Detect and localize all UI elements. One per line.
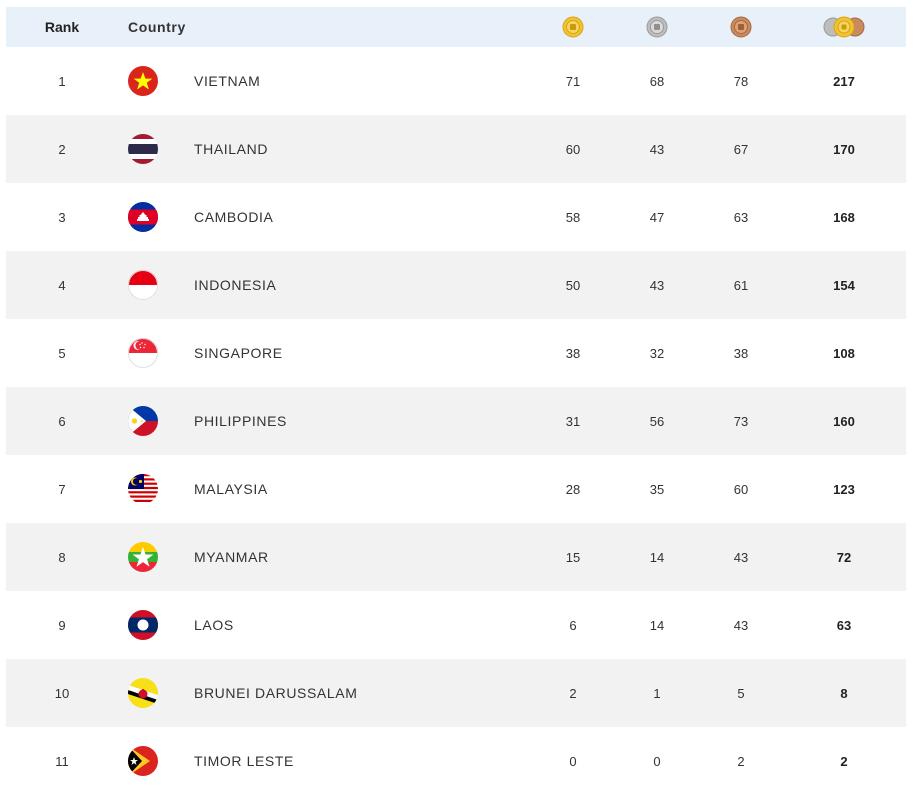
gold-count: 28 [565, 481, 581, 497]
table-row[interactable]: 10 BRUNEI DARUSSALAM 2 1 5 8 [6, 659, 906, 727]
bronze-count: 43 [733, 617, 749, 633]
bronze-count: 43 [733, 549, 749, 565]
gold-count: 2 [569, 685, 577, 701]
myanmar-flag-icon [128, 523, 158, 591]
gold-count: 38 [565, 345, 581, 361]
total-count: 8 [840, 685, 848, 701]
country-name: BRUNEI DARUSSALAM [194, 685, 358, 701]
cambodia-flag-icon [128, 183, 158, 251]
country-name: MALAYSIA [194, 481, 268, 497]
gold-count: 60 [565, 141, 581, 157]
table-row[interactable]: 11 TIMOR LESTE 0 0 2 2 [6, 727, 906, 795]
country-header[interactable]: Country [128, 19, 186, 35]
gold-count: 71 [565, 73, 581, 89]
gold-count: 58 [565, 209, 581, 225]
country-name: CAMBODIA [194, 209, 274, 225]
silver-count: 14 [649, 617, 665, 633]
rank-cell: 7 [58, 481, 66, 497]
silver-count: 43 [649, 277, 665, 293]
table-header: Rank Country [6, 7, 906, 47]
silver-count: 47 [649, 209, 665, 225]
country-name: VIETNAM [194, 73, 261, 89]
table-row[interactable]: 6 PHILIPPINES 31 56 73 160 [6, 387, 906, 455]
total-count: 168 [833, 209, 855, 225]
silver-medal-icon[interactable] [627, 7, 687, 47]
medal-table: Rank Country [6, 7, 906, 795]
total-medals-icon[interactable] [814, 7, 874, 47]
table-row[interactable]: 2 THAILAND 60 43 67 170 [6, 115, 906, 183]
total-count: 63 [836, 617, 852, 633]
timor-leste-flag-icon [128, 727, 158, 795]
bronze-count: 73 [733, 413, 749, 429]
table-row[interactable]: 7 MALAYSIA 28 35 60 123 [6, 455, 906, 523]
singapore-flag-icon [128, 319, 158, 387]
rank-cell: 1 [58, 73, 66, 89]
bronze-count: 63 [733, 209, 749, 225]
bronze-count: 5 [737, 685, 745, 701]
rank-cell: 2 [58, 141, 66, 157]
table-row[interactable]: 3 CAMBODIA 58 47 63 168 [6, 183, 906, 251]
silver-count: 14 [649, 549, 665, 565]
thailand-flag-icon [128, 115, 158, 183]
total-count: 2 [840, 753, 848, 769]
brunei-flag-icon [128, 659, 158, 727]
vietnam-flag-icon [128, 47, 158, 115]
gold-count: 6 [569, 617, 577, 633]
rank-cell: 5 [58, 345, 66, 361]
gold-count: 15 [565, 549, 581, 565]
table-row[interactable]: 5 SINGAPORE 38 32 38 108 [6, 319, 906, 387]
table-row[interactable]: 9 LAOS 6 14 43 63 [6, 591, 906, 659]
bronze-medal-icon[interactable] [711, 7, 771, 47]
country-name: SINGAPORE [194, 345, 283, 361]
silver-count: 1 [653, 685, 661, 701]
philippines-flag-icon [128, 387, 158, 455]
rank-cell: 8 [58, 549, 66, 565]
gold-medal-icon[interactable] [543, 7, 603, 47]
silver-count: 32 [649, 345, 665, 361]
total-count: 72 [836, 549, 852, 565]
silver-count: 43 [649, 141, 665, 157]
bronze-count: 78 [733, 73, 749, 89]
table-row[interactable]: 1 VIETNAM 71 68 78 217 [6, 47, 906, 115]
country-name: THAILAND [194, 141, 269, 157]
total-count: 123 [833, 481, 855, 497]
bronze-count: 67 [733, 141, 749, 157]
total-count: 108 [833, 345, 855, 361]
country-name: TIMOR LESTE [194, 753, 294, 769]
rank-cell: 10 [54, 685, 70, 701]
country-name: MYANMAR [194, 549, 269, 565]
silver-count: 56 [649, 413, 665, 429]
country-name: LAOS [194, 617, 234, 633]
total-count: 170 [833, 141, 855, 157]
malaysia-flag-icon [128, 455, 158, 523]
rank-cell: 6 [58, 413, 66, 429]
gold-count: 31 [565, 413, 581, 429]
bronze-count: 60 [733, 481, 749, 497]
table-row[interactable]: 8 MYANMAR 15 14 43 72 [6, 523, 906, 591]
total-count: 217 [833, 73, 855, 89]
gold-count: 50 [565, 277, 581, 293]
rank-cell: 3 [58, 209, 66, 225]
silver-count: 68 [649, 73, 665, 89]
rank-cell: 9 [58, 617, 66, 633]
bronze-count: 38 [733, 345, 749, 361]
gold-count: 0 [569, 753, 577, 769]
bronze-count: 2 [737, 753, 745, 769]
rank-header[interactable]: Rank [44, 19, 80, 35]
rank-cell: 11 [55, 753, 69, 769]
laos-flag-icon [128, 591, 158, 659]
silver-count: 35 [649, 481, 665, 497]
rank-cell: 4 [58, 277, 66, 293]
country-name: INDONESIA [194, 277, 277, 293]
total-count: 154 [833, 277, 855, 293]
indonesia-flag-icon [128, 251, 158, 319]
country-name: PHILIPPINES [194, 413, 287, 429]
bronze-count: 61 [733, 277, 749, 293]
total-count: 160 [833, 413, 855, 429]
table-row[interactable]: 4 INDONESIA 50 43 61 154 [6, 251, 906, 319]
silver-count: 0 [653, 753, 661, 769]
